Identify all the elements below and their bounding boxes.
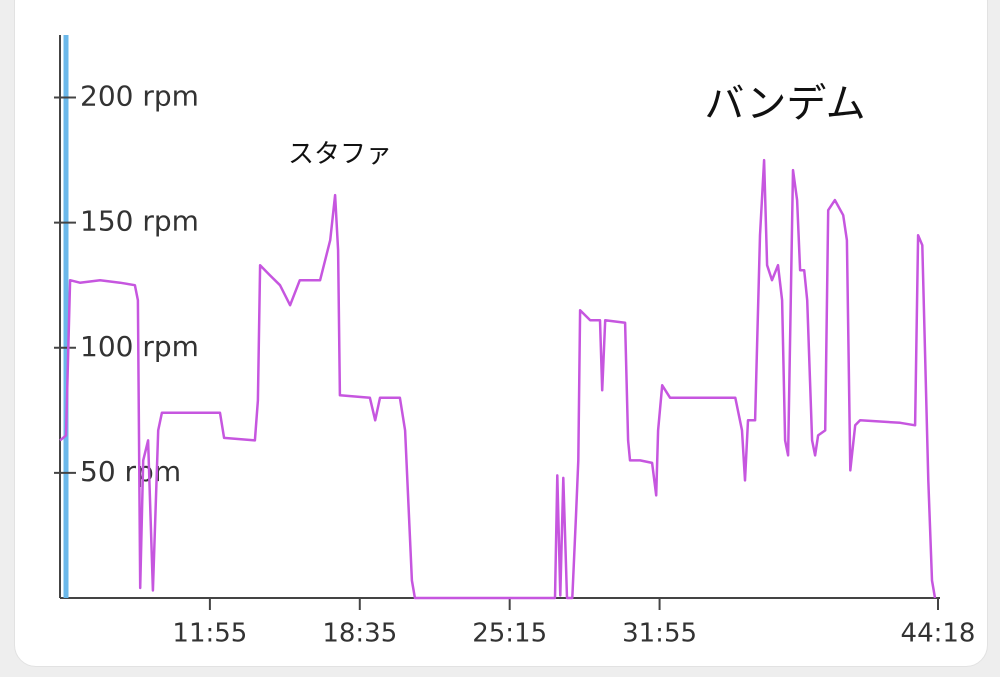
x-tick-label: 44:18 [901, 619, 976, 649]
annotation: バンデム [704, 81, 865, 127]
x-tick-label: 18:35 [322, 619, 397, 649]
annotation: スタファ [288, 140, 392, 170]
x-tick-label: 31:55 [622, 619, 697, 649]
y-tick-label: 200 rpm [80, 80, 199, 113]
y-tick-label: 150 rpm [80, 205, 199, 238]
x-tick-label: 25:15 [472, 619, 547, 649]
x-tick-label: 11:55 [172, 619, 247, 649]
y-tick-label: 50 rpm [80, 455, 181, 488]
cadence-line [59, 158, 937, 600]
